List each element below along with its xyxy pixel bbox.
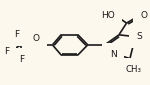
Text: CH₃: CH₃ [126,65,142,74]
Text: F: F [14,30,19,39]
Text: F: F [19,55,24,64]
Text: F: F [4,47,9,56]
Text: O: O [141,11,148,20]
Text: HO: HO [101,11,115,20]
Text: S: S [136,32,142,41]
Text: O: O [33,34,39,43]
Text: N: N [110,50,116,59]
